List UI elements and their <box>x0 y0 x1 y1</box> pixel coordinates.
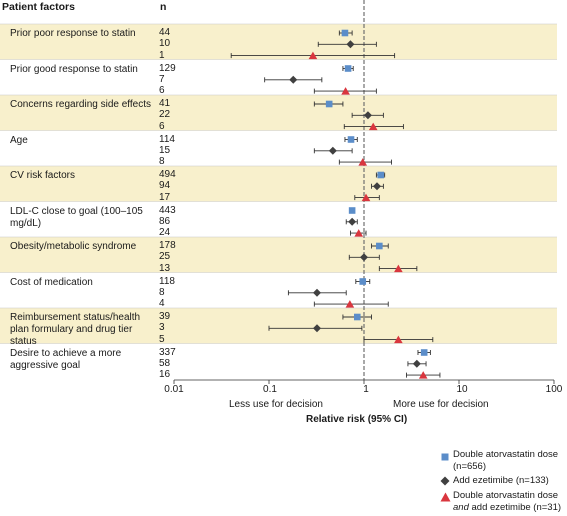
n-value: 13 <box>159 263 184 274</box>
point-square <box>345 65 352 72</box>
annotation-less-use: Less use for decision <box>229 399 323 410</box>
factor-label: Age <box>10 135 160 147</box>
n-values: 44 10 1 <box>159 27 184 61</box>
n-value: 22 <box>159 109 184 120</box>
point-square <box>349 207 356 214</box>
n-value: 337 <box>159 347 184 358</box>
x-tick-label: 10 <box>442 384 482 395</box>
point-square <box>359 278 366 285</box>
n-value: 44 <box>159 27 184 38</box>
legend-label-double-dose: Double atorvastatin dose (n=656) <box>453 449 563 473</box>
n-values: 443 86 24 <box>159 205 184 239</box>
point-square <box>377 172 384 179</box>
n-values: 494 94 17 <box>159 169 184 203</box>
n-value: 114 <box>159 134 184 145</box>
n-value: 118 <box>159 276 184 287</box>
point-square <box>348 136 355 143</box>
point-diamond <box>289 76 297 84</box>
legend-label-add-ezetimibe: Add ezetimibe (n=133) <box>453 475 563 487</box>
n-value: 39 <box>159 311 184 322</box>
factor-label: Desire to achieve a more aggressive goal <box>10 348 160 372</box>
x-tick-label: 100 <box>534 384 567 395</box>
point-square <box>326 101 333 108</box>
n-value: 129 <box>159 63 184 74</box>
n-values: 337 58 16 <box>159 347 184 381</box>
n-value: 94 <box>159 180 184 191</box>
legend-label-combined: Double atorvastatin dose and add ezetimi… <box>453 490 563 514</box>
x-tick-label: 1 <box>346 384 386 395</box>
point-diamond <box>413 360 421 368</box>
n-value: 86 <box>159 216 184 227</box>
n-value: 6 <box>159 85 184 96</box>
patient-factors-header: Patient factors <box>2 1 75 13</box>
n-value: 58 <box>159 358 184 369</box>
point-square <box>354 314 361 321</box>
factor-label: Obesity/metabolic syndrome <box>10 241 160 253</box>
n-values: 39 3 5 <box>159 311 184 345</box>
point-square <box>376 243 383 250</box>
n-value: 10 <box>159 38 184 49</box>
n-value: 5 <box>159 334 184 345</box>
factor-label: Cost of medication <box>10 277 160 289</box>
n-values: 118 8 4 <box>159 276 184 310</box>
x-tick-label: 0.1 <box>250 384 290 395</box>
point-diamond <box>313 289 321 297</box>
factor-label: Prior good response to statin <box>10 64 160 76</box>
legend-square-icon <box>440 452 450 462</box>
point-diamond <box>329 147 337 155</box>
n-value: 6 <box>159 121 184 132</box>
n-value: 41 <box>159 98 184 109</box>
n-header: n <box>160 1 166 13</box>
n-values: 129 7 6 <box>159 63 184 97</box>
n-values: 114 15 8 <box>159 134 184 168</box>
factor-label: Concerns regarding side effects <box>10 99 160 111</box>
n-value: 16 <box>159 369 184 380</box>
n-value: 15 <box>159 145 184 156</box>
n-value: 17 <box>159 192 184 203</box>
point-diamond <box>348 218 356 226</box>
n-value: 8 <box>159 156 184 167</box>
n-value: 1 <box>159 50 184 61</box>
x-tick-label: 0.01 <box>154 384 194 395</box>
n-value: 25 <box>159 251 184 262</box>
n-value: 7 <box>159 74 184 85</box>
n-value: 4 <box>159 298 184 309</box>
x-axis-label: Relative risk (95% CI) <box>306 414 407 425</box>
annotation-more-use: More use for decision <box>393 399 489 410</box>
n-value: 178 <box>159 240 184 251</box>
point-square <box>421 349 428 356</box>
factor-label: CV risk factors <box>10 170 160 182</box>
n-value: 494 <box>159 169 184 180</box>
n-values: 178 25 13 <box>159 240 184 274</box>
factor-label: Prior poor response to statin <box>10 28 160 40</box>
factor-label: LDL-C close to goal (100–105 mg/dL) <box>10 206 160 230</box>
n-value: 3 <box>159 322 184 333</box>
factor-label: Reimbursement status/health plan formula… <box>10 312 160 348</box>
point-square <box>342 30 349 37</box>
n-value: 443 <box>159 205 184 216</box>
legend-triangle-icon <box>440 492 451 502</box>
n-value: 24 <box>159 227 184 238</box>
n-value: 8 <box>159 287 184 298</box>
n-values: 41 22 6 <box>159 98 184 132</box>
legend-diamond-icon <box>440 476 450 486</box>
